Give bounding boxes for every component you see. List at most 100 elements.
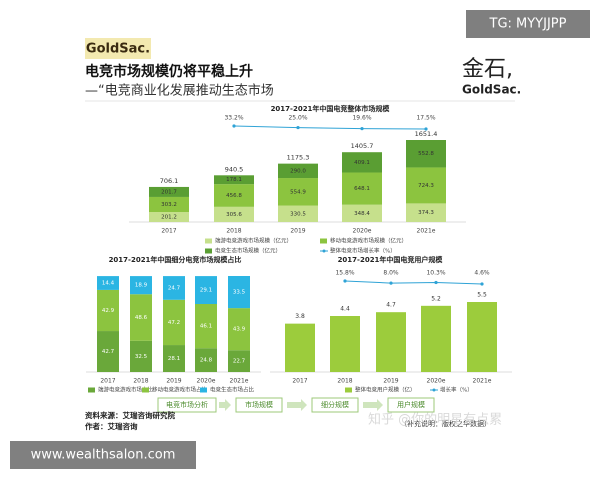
bar [406, 203, 446, 222]
x-tick-label: 2020e [427, 378, 446, 385]
bar [163, 299, 185, 346]
bar [130, 276, 152, 295]
data-label: 47.2 [168, 320, 180, 326]
slide-subtitle: —“电竞商业化发展推动生态市场 [85, 83, 274, 99]
bar [97, 276, 119, 290]
charts: 2017-2021年中国电竞整体市场规模 201.2 303.2 201.7 706.1… [86, 104, 512, 394]
legend-swatch [205, 238, 212, 244]
data-label: 24.7 [168, 285, 181, 291]
data-label: 178.1 [226, 177, 242, 183]
flow-step: 市场规模 [245, 400, 273, 409]
author: 作者：艾瑞咨询 [85, 421, 138, 431]
data-label: 28.1 [168, 356, 180, 362]
bar [130, 294, 152, 341]
legend-swatch [432, 388, 436, 392]
chart-title: 2017-2021年中国电竞整体市场规模 [271, 104, 391, 113]
flow-arrow [363, 399, 383, 411]
bar [163, 276, 185, 300]
legend-label: 电竞生态市场占比 [210, 386, 255, 394]
chart-title: 2017-2021年中国细分电竞市场规模占比 [109, 255, 242, 264]
watermark: TG: MYYJJPP [489, 17, 567, 32]
total-label: 1651.4 [415, 130, 438, 138]
bar [214, 184, 254, 207]
x-tick-label: 2019 [383, 378, 398, 385]
slide-title: 电竞市场规模仍将平稳上升 [85, 63, 253, 80]
bar [97, 331, 119, 372]
legend-label: 端游电竞游戏市场规模（亿元） [215, 237, 292, 245]
legend-label: 电竞生态市场规模（亿元） [215, 247, 281, 255]
x-tick-label: 2020e [197, 378, 216, 385]
watermark: www.wealthsalon.com [31, 448, 176, 463]
line-marker [434, 280, 438, 285]
watermark: 知乎 @你的明星有点累 [368, 412, 502, 428]
data-label: 48.6 [135, 315, 148, 321]
legend-label: 整体电竞市场增长率（%） [330, 247, 396, 255]
legend-label: 增长率（%） [440, 386, 473, 394]
line-marker [296, 125, 300, 130]
line-marker [480, 282, 484, 286]
flow-box [387, 397, 435, 413]
data-label: 305.6 [226, 212, 242, 218]
data-label: 3.8 [295, 313, 305, 320]
flow-step: 细分规模 [321, 400, 349, 409]
total-label: 1405.7 [351, 142, 374, 150]
legend-label: 整体电竞用户规模（亿） [355, 386, 416, 394]
data-label: 303.2 [161, 202, 177, 208]
bar [149, 186, 189, 197]
data-label: 42.9 [102, 308, 115, 314]
data-label: 348.4 [354, 211, 370, 217]
watermark-box [10, 441, 196, 469]
x-tick-label: 2020e [353, 228, 372, 235]
data-label: 4.4 [340, 306, 350, 313]
line-marker [360, 126, 364, 131]
bar [214, 175, 254, 185]
data-label: 14.4 [102, 281, 115, 287]
x-tick-label: 2021e [230, 378, 249, 385]
data-label: 17.5% [416, 115, 435, 122]
data-label: 8.0% [383, 270, 399, 277]
bar [228, 308, 250, 351]
legend-label: 移动电竞游戏市场占比 [152, 386, 208, 394]
logo: GoldSac. [86, 42, 150, 57]
bar [214, 206, 254, 222]
legend-swatch [320, 238, 327, 244]
legend-swatch [88, 387, 95, 393]
total-label: 706.1 [160, 177, 179, 185]
data-label: 29.1 [200, 288, 212, 294]
flow-box [157, 397, 217, 413]
data-label: 33.2% [224, 115, 243, 122]
line-marker [343, 279, 347, 283]
bar [97, 289, 119, 332]
flow-arrow [219, 399, 231, 411]
data-label: 10.3% [426, 270, 445, 277]
x-tick-label: 2021e [417, 228, 436, 235]
data-label: 330.5 [290, 211, 306, 217]
legend-label: 端游电竞游戏市场占比 [98, 386, 154, 394]
bar [195, 276, 217, 305]
x-tick-label: 2018 [337, 378, 352, 385]
bar [406, 167, 446, 204]
bar [342, 204, 382, 222]
data-label: 456.8 [226, 193, 242, 199]
bar [342, 172, 382, 205]
data-label: 19.6% [352, 115, 371, 122]
data-label: 42.7 [102, 349, 115, 355]
bar [285, 323, 315, 372]
watermark-box [466, 10, 590, 38]
bar [278, 178, 318, 206]
bar [130, 340, 152, 372]
data-label: 32.5 [135, 354, 148, 360]
line [344, 280, 483, 285]
bar [163, 345, 185, 372]
x-tick-label: 2021e [473, 378, 492, 385]
data-label: 33.5 [233, 290, 246, 296]
flow-step: 电竞市场分析 [166, 400, 208, 409]
x-tick-label: 2018 [133, 378, 148, 385]
bar [195, 304, 217, 349]
flow-box [311, 397, 359, 413]
data-label: 4.6% [474, 270, 490, 277]
data-label: 18.9 [135, 283, 148, 289]
data-label: 648.1 [354, 186, 370, 192]
legend-swatch [322, 249, 326, 253]
